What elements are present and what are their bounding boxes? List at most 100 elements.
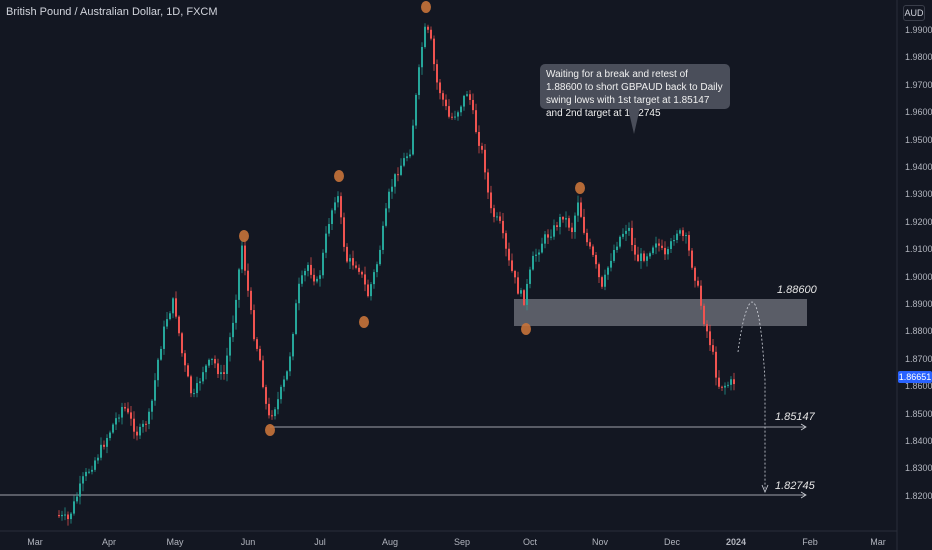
- candle-body: [283, 379, 285, 387]
- time-axis-label: Sep: [453, 537, 471, 547]
- candle-body: [187, 365, 189, 377]
- candle-body: [379, 249, 381, 265]
- candle-body: [529, 269, 531, 284]
- candle-body: [328, 224, 330, 234]
- candle-body: [703, 305, 705, 325]
- time-axis-label: Aug: [381, 537, 399, 547]
- candle-body: [427, 26, 429, 30]
- candle-body: [211, 359, 213, 361]
- candle-body: [298, 283, 300, 304]
- candle-body: [478, 132, 480, 146]
- candle-body: [256, 339, 258, 349]
- candle-body: [313, 274, 315, 282]
- candle-body: [241, 245, 243, 270]
- candle-body: [223, 372, 225, 374]
- price-axis-label: 1.87000: [905, 353, 932, 364]
- candle-body: [160, 348, 162, 360]
- candle-body: [565, 218, 567, 220]
- candle-body: [247, 270, 249, 291]
- price-axis-label: 1.85000: [905, 408, 932, 419]
- candle-body: [712, 345, 714, 352]
- candle-body: [61, 514, 63, 517]
- candle-body: [439, 82, 441, 94]
- time-axis-label: Jun: [240, 537, 256, 547]
- candle-body: [577, 202, 579, 216]
- candle-body: [490, 192, 492, 209]
- candle-body: [685, 235, 687, 237]
- candle-body: [481, 145, 483, 150]
- price-axis-label: 1.93000: [905, 189, 932, 200]
- candle-body: [559, 216, 561, 227]
- callout-note[interactable]: Waiting for a break and retest of 1.8860…: [540, 64, 730, 119]
- candle-body: [163, 326, 165, 349]
- callout-tail: [628, 108, 640, 134]
- candle-body: [289, 356, 291, 372]
- candle-body: [661, 245, 663, 248]
- candle-body: [331, 210, 333, 225]
- price-axis-label: 1.94000: [905, 162, 932, 172]
- candle-body: [595, 254, 597, 265]
- candle-body: [586, 232, 588, 243]
- candle-body: [367, 284, 369, 297]
- candle-body: [334, 202, 336, 211]
- candle-body: [610, 260, 612, 268]
- candle-body: [457, 112, 459, 117]
- candle-body: [307, 264, 309, 271]
- candle-body: [676, 233, 678, 241]
- price-axis-label: 1.89000: [905, 299, 932, 309]
- candle-body: [430, 29, 432, 39]
- candle-body: [505, 233, 507, 249]
- candle-body: [118, 417, 120, 419]
- candle-body: [466, 94, 468, 96]
- swing-marker: [239, 230, 249, 242]
- price-axis-label: 1.92000: [905, 216, 932, 227]
- candle-body: [673, 240, 675, 242]
- candle-body: [571, 227, 573, 233]
- candle-body: [553, 225, 555, 237]
- candle-body: [76, 496, 78, 502]
- candle-body: [181, 333, 183, 354]
- candle-body: [229, 337, 231, 356]
- candle-body: [484, 149, 486, 173]
- price-axis-label: 1.82000: [905, 490, 932, 501]
- candle-body: [697, 280, 699, 286]
- candle-body: [169, 313, 171, 320]
- candle-body: [382, 225, 384, 250]
- swing-markers: [239, 1, 585, 436]
- candle-body: [67, 514, 69, 520]
- swing-marker: [265, 424, 275, 436]
- projection-arrowhead: [761, 484, 769, 494]
- candle-body: [190, 376, 192, 394]
- candle-body: [415, 94, 417, 126]
- candle-body: [319, 275, 321, 279]
- candle-body: [193, 393, 195, 395]
- candle-body: [121, 406, 123, 418]
- candle-body: [691, 250, 693, 268]
- candle-body: [370, 284, 372, 297]
- candle-body: [622, 233, 624, 237]
- candle-body: [628, 227, 630, 231]
- candle-body: [142, 423, 144, 427]
- candle-body: [679, 230, 681, 234]
- candle-body: [202, 372, 204, 382]
- candle-body: [316, 278, 318, 282]
- price-axis-label: 1.86000: [905, 381, 932, 392]
- currency-badge[interactable]: AUD: [903, 5, 925, 21]
- candle-body: [172, 298, 174, 314]
- candle-body: [277, 399, 279, 410]
- candle-body: [469, 94, 471, 100]
- candle-body: [463, 95, 465, 107]
- candle-body: [406, 156, 408, 159]
- candlestick-series: [58, 23, 735, 526]
- candle-body: [400, 165, 402, 175]
- candle-body: [496, 216, 498, 218]
- candle-body: [580, 202, 582, 217]
- price-axis-label: 1.95000: [905, 134, 932, 145]
- candle-body: [502, 220, 504, 234]
- candle-body: [148, 411, 150, 425]
- resistance-zone[interactable]: [514, 299, 807, 326]
- candle-body: [373, 272, 375, 285]
- candle-body: [424, 26, 426, 47]
- candle-body: [226, 355, 228, 374]
